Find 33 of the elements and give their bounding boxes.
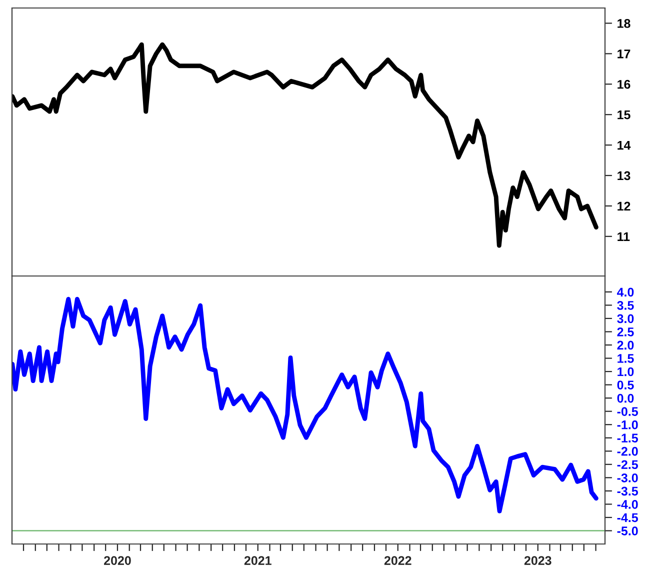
y-tick-label: 1.5	[618, 354, 634, 363]
y-tick-label: 1.0	[618, 367, 634, 376]
y-tick-label: 3.0	[617, 314, 634, 324]
line-series	[12, 296, 598, 514]
y-tick-label: -2.5	[617, 460, 638, 470]
y-tick-label: -5.0	[617, 526, 638, 536]
y-tick-label: 4.0	[616, 288, 634, 297]
y-tick-label: -1.5	[617, 434, 638, 443]
y-tick-label: 16	[618, 80, 630, 89]
y-tick-label: 3.5	[617, 300, 634, 310]
x-tick-label: 2021	[244, 556, 272, 565]
y-tick-label: 2.5	[617, 328, 634, 336]
line-series	[12, 42, 598, 248]
y-tick-label: -1.0	[617, 420, 638, 430]
x-tick-label: 2022	[384, 556, 412, 565]
y-tick-label: -0.5	[617, 407, 638, 416]
y-tick-label: 13	[618, 171, 630, 180]
y-tick-label: 15	[618, 110, 630, 120]
y-tick-label: -4.5	[617, 513, 638, 522]
y-tick-label: 0.5	[617, 380, 634, 390]
y-tick-label: -3.0	[617, 473, 638, 482]
y-tick-label: -4.0	[617, 500, 638, 509]
y-tick-label: 0.0	[617, 394, 634, 403]
y-tick-label: 12	[618, 202, 630, 210]
y-tick-label: 11	[618, 232, 630, 241]
y-tick-label: 18	[618, 19, 630, 28]
y-tick-label: -2.0	[617, 446, 638, 456]
y-tick-label: 14	[618, 140, 631, 150]
x-tick-label: 2020	[104, 556, 131, 565]
x-tick-label: 2023	[524, 556, 552, 566]
y-tick-label: -3.5	[617, 486, 638, 496]
y-tick-label: 2.0	[617, 340, 634, 350]
y-tick-label: 17	[618, 50, 630, 58]
